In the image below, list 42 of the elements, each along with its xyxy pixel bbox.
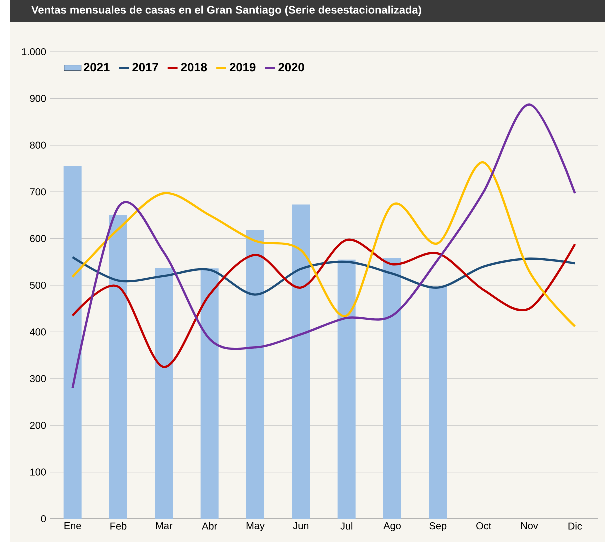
bar	[292, 204, 310, 519]
bar	[384, 258, 402, 519]
y-tick-label: 800	[30, 142, 46, 149]
x-tick-label: Jul	[340, 522, 353, 530]
legend-label: 2020	[278, 63, 304, 72]
x-tick-label: May	[246, 522, 265, 532]
x-tick-label: Feb	[110, 522, 127, 530]
line-series	[72, 162, 576, 328]
y-tick-label: 300	[30, 375, 46, 382]
y-tick-label: 0	[41, 515, 46, 523]
legend-label: 2019	[230, 63, 256, 72]
y-tick-label: 500	[30, 282, 46, 290]
legend-label: 2017	[132, 63, 158, 72]
x-tick-label: Dic	[568, 522, 582, 530]
x-tick-label: Jun	[293, 522, 309, 530]
y-tick-label: 600	[30, 235, 46, 242]
bar	[246, 230, 265, 519]
x-tick-label: Oct	[476, 522, 492, 530]
x-tick-label: Ene	[64, 522, 82, 530]
x-tick-label: Abr	[202, 522, 218, 530]
y-tick-label: 400	[30, 328, 46, 336]
legend-label: 2018	[181, 63, 208, 72]
y-tick-label: 700	[30, 188, 46, 196]
y-tick-label: 900	[30, 95, 46, 102]
bar	[200, 268, 219, 519]
legend-label: 2021	[84, 63, 110, 72]
bar	[64, 166, 82, 519]
x-tick-label: Ago	[384, 522, 401, 532]
bar	[110, 215, 128, 519]
line-series	[72, 104, 576, 390]
line-series	[72, 238, 576, 368]
y-tick-label: 200	[30, 422, 46, 430]
line-series	[72, 256, 576, 296]
chart-title: Ventas mensuales de casas en el Gran Santiago (Serie desestacionalizada)	[32, 6, 422, 16]
x-tick-label: Mar	[156, 522, 173, 530]
x-tick-label: Nov	[521, 522, 538, 530]
x-tick-label: Sep	[430, 522, 447, 532]
bar	[338, 260, 356, 519]
y-tick-label: 1.000	[22, 48, 46, 56]
bar	[429, 286, 448, 519]
y-tick-label: 100	[30, 468, 46, 476]
bar	[155, 268, 174, 519]
